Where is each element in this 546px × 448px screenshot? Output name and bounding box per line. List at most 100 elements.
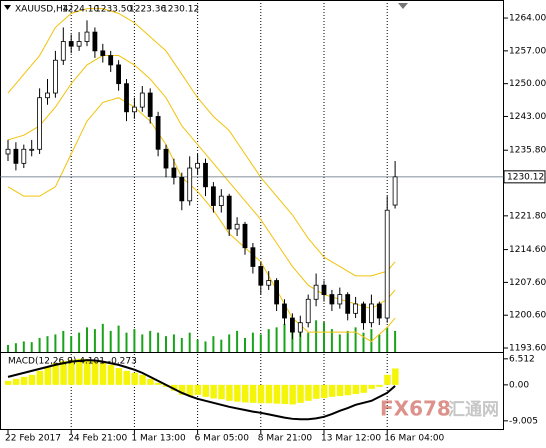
macd-bar [131, 372, 138, 385]
candle-body [76, 41, 82, 47]
watermark-text: 汇通网 [448, 400, 499, 420]
candle-body [368, 303, 374, 324]
volume-bar [338, 334, 341, 352]
macd-bar [186, 384, 194, 397]
candle-body [29, 148, 35, 151]
volume-bar [291, 330, 294, 352]
macd-bar [178, 384, 186, 395]
y-tick-label: 6.512 [509, 354, 535, 364]
last-price-label: 1230.12 [507, 172, 544, 182]
x-tick-label: 13 Mar 12:00 [321, 434, 381, 444]
volume-bar [346, 330, 349, 352]
x-tick-label: 22 Feb 2017 [5, 434, 61, 444]
candle-body [218, 195, 224, 206]
candle-body [361, 303, 366, 324]
x-tick-label: 8 Mar 21:00 [258, 434, 313, 444]
volume-bar [93, 329, 96, 352]
x-tick-label: 1 Mar 13:00 [131, 434, 186, 444]
candle-body [84, 31, 90, 42]
macd-bar [170, 384, 178, 391]
macd-bar [376, 384, 383, 387]
last-price-box [503, 170, 546, 184]
macd-bar [155, 382, 162, 385]
chart-menu-icon[interactable] [4, 5, 11, 10]
volume-bar [165, 336, 167, 352]
macd-bar [265, 384, 273, 404]
x-tick-label: 6 Mar 05:00 [195, 434, 250, 444]
y-tick-label: 1243.00 [509, 112, 546, 122]
candle-body [282, 303, 287, 319]
candle-body [21, 148, 27, 164]
volume-bar [141, 334, 144, 352]
volume-bar [125, 332, 128, 352]
ohlc-value: 1230.12 [162, 5, 199, 15]
macd-bar [281, 384, 288, 405]
y-tick-label: 1221.80 [509, 211, 546, 221]
volume-bar [259, 334, 262, 352]
candle-body [376, 303, 382, 319]
macd-bar [139, 374, 146, 385]
volume-bar [386, 327, 389, 352]
volume-bar [133, 329, 136, 352]
volume-bar [323, 322, 325, 352]
volume-bar [70, 336, 73, 352]
bollinger-lower [7, 97, 396, 343]
volume-bar [14, 343, 17, 352]
x-tick-label: 16 Mar 04:00 [384, 434, 444, 444]
candle-body [187, 167, 193, 202]
macd-bar [52, 362, 59, 385]
candle-body [171, 167, 177, 178]
macd-bar [328, 384, 336, 397]
macd-bar [36, 370, 44, 385]
volume-bar [315, 320, 318, 352]
candle-body [297, 322, 303, 333]
signal-line [7, 359, 396, 421]
ohlc-value: 1223.36 [129, 5, 166, 15]
macd-bar [115, 368, 123, 385]
candle-body [5, 148, 11, 155]
candle-body [210, 186, 216, 206]
candle-body [337, 294, 343, 305]
macd-bar [147, 378, 154, 385]
ohlc-value: 1233.50 [95, 5, 132, 15]
candle-body [116, 64, 121, 85]
macd-bar [234, 384, 241, 402]
macd-bar [384, 374, 391, 385]
candle-body [37, 97, 42, 150]
volume-bar [117, 325, 120, 352]
macd-bar [226, 384, 233, 401]
chart-frame [0, 0, 504, 430]
volume-bar [78, 332, 81, 352]
y-tick-label: 1207.60 [509, 278, 546, 288]
volume-bar [212, 336, 215, 352]
volume-bar [354, 327, 357, 352]
volume-bar [236, 330, 239, 352]
macd-bar [12, 378, 20, 385]
volume-bar [228, 334, 231, 352]
candle-body [13, 148, 19, 164]
volume-bar [62, 330, 65, 352]
candle-body [353, 303, 359, 314]
candle-body [60, 41, 66, 61]
macd-bar [242, 384, 249, 403]
volume-bar [299, 325, 302, 352]
scroll-icon[interactable] [398, 3, 408, 9]
candle-body [163, 148, 169, 169]
macd-bar [99, 362, 107, 385]
candle-body [392, 176, 398, 206]
candle-body [100, 50, 106, 56]
candle-body [92, 31, 98, 52]
candle-body [345, 294, 351, 314]
y-tick-label: 1250.00 [509, 79, 546, 89]
candle-body [321, 284, 327, 295]
volume-bar [7, 344, 9, 352]
macd-bar [321, 384, 328, 399]
candle-body [139, 92, 145, 108]
macd-bar [313, 384, 320, 399]
y-tick-label: 1200.60 [509, 311, 546, 321]
volume-bar [22, 341, 25, 352]
candle-body [313, 284, 319, 300]
macd-bar [218, 384, 225, 400]
candle-body [124, 83, 129, 113]
